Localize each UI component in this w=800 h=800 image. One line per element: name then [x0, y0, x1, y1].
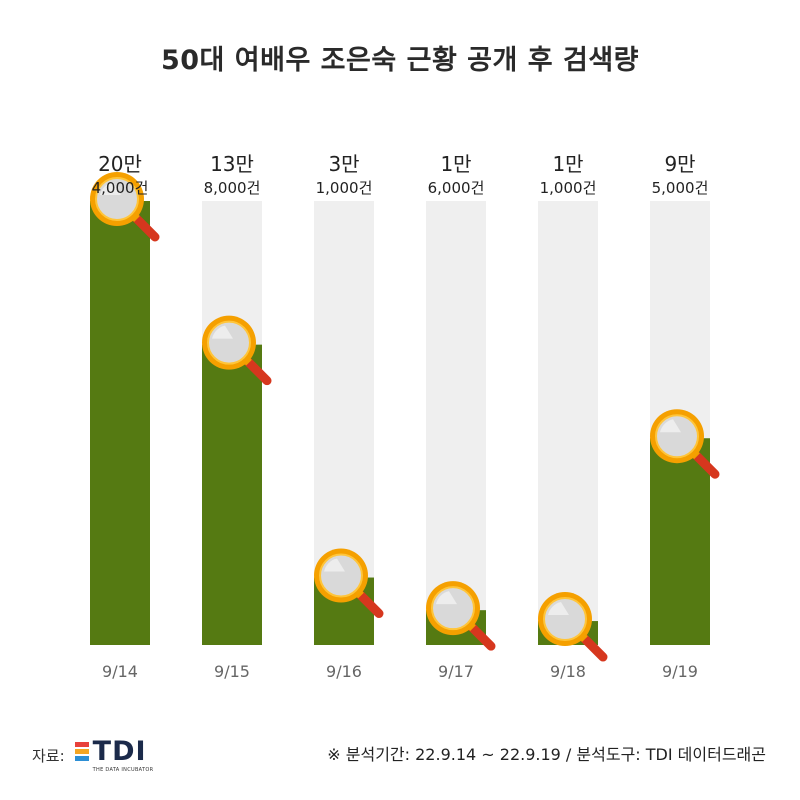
- x-tick-label: 9/14: [102, 662, 138, 681]
- x-tick-label: 9/17: [438, 662, 474, 681]
- x-tick-label: 9/15: [214, 662, 250, 681]
- source-label: 자료:: [32, 747, 65, 765]
- logo-stripes-icon: [74, 742, 89, 761]
- data-label-main: 3만: [328, 152, 359, 176]
- data-label-main: 1만: [440, 152, 471, 176]
- magnifier-icon: [650, 409, 720, 479]
- magnifier-icon: [538, 592, 608, 662]
- data-label-sub: 1,000건: [316, 179, 373, 197]
- logo-text: TDI: [92, 736, 147, 767]
- data-label-main: 9만: [664, 152, 695, 176]
- data-label-sub: 4,000건: [92, 179, 149, 197]
- bar-chart: 20만 4,000건 9/14 13만 8,000건 9/15 3만 1,000건 9/16 1만…: [90, 152, 720, 681]
- data-label-main: 13만: [210, 152, 254, 176]
- analysis-note: ※ 분석기간: 22.9.14 ~ 22.9.19 / 분석도구: TDI 데이…: [327, 745, 766, 764]
- data-label-sub: 5,000건: [652, 179, 709, 197]
- logo-subtitle: THE DATA INCUBATOR: [92, 767, 154, 773]
- x-tick-label: 9/19: [662, 662, 698, 681]
- bar: [202, 344, 262, 645]
- x-tick-label: 9/18: [550, 662, 586, 681]
- data-label-sub: 8,000건: [204, 179, 261, 197]
- magnifier-icon: [202, 315, 272, 386]
- magnifier-icon: [426, 581, 496, 651]
- data-label-sub: 6,000건: [428, 179, 485, 197]
- bar-track: [426, 201, 486, 645]
- source: 자료: TDI THE DATA INCUBATOR: [32, 738, 153, 773]
- data-label-main: 20만: [98, 152, 142, 176]
- chart-title: 50대 여배우 조은숙 근황 공개 후 검색량: [160, 45, 640, 76]
- data-label-main: 1만: [552, 152, 583, 176]
- magnifier-icon: [90, 172, 160, 242]
- bar: [650, 438, 710, 645]
- x-tick-label: 9/16: [326, 662, 362, 681]
- bar: [90, 201, 150, 645]
- tdi-logo: TDI THE DATA INCUBATOR: [74, 736, 154, 773]
- bar-track: [538, 201, 598, 645]
- magnifier-icon: [314, 548, 384, 619]
- data-label-sub: 1,000건: [540, 179, 597, 197]
